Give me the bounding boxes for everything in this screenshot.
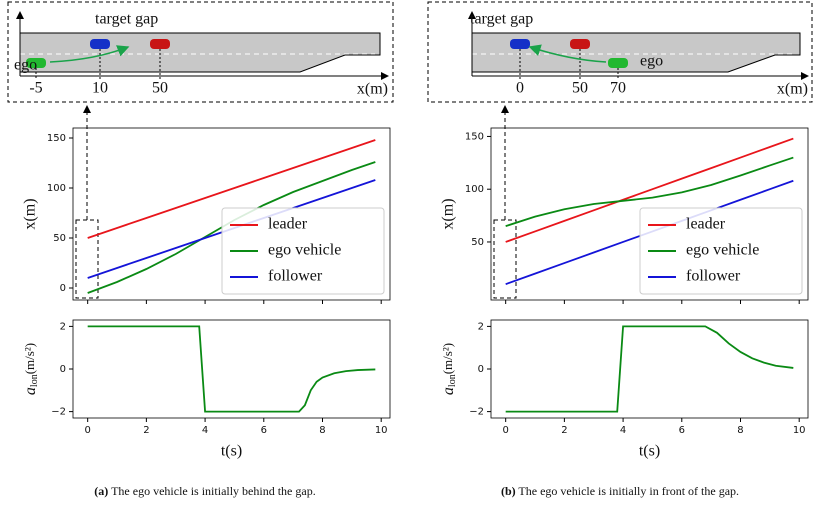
position-label: 0 bbox=[516, 80, 524, 97]
car-follower bbox=[90, 39, 110, 49]
position-label: -5 bbox=[29, 80, 42, 97]
x-tick-label: 6 bbox=[679, 425, 685, 436]
road bbox=[471, 32, 801, 73]
lane-change-arrow bbox=[49, 45, 130, 63]
y-tick-label: 2 bbox=[60, 321, 66, 332]
ego-label: ego bbox=[640, 53, 663, 70]
y-axis-label: alon(m/s²) bbox=[440, 343, 459, 395]
x-axis-label: t(s) bbox=[221, 443, 242, 460]
caption: (b) The ego vehicle is initially in fron… bbox=[501, 484, 739, 498]
y-label-main: a bbox=[440, 387, 457, 395]
x-axis-label: t(s) bbox=[639, 443, 660, 460]
y-axis-label: x(m) bbox=[22, 198, 39, 229]
gap-label: target gap bbox=[470, 11, 533, 28]
y-tick-label: 50 bbox=[53, 233, 66, 244]
inset-frame bbox=[427, 1, 813, 103]
y-tick-label: 0 bbox=[478, 364, 484, 375]
position-label: 50 bbox=[152, 80, 168, 97]
legend-label: ego vehicle bbox=[686, 242, 759, 259]
x-tick-label: 2 bbox=[143, 425, 149, 436]
inset-frame bbox=[7, 1, 394, 103]
position-label: 10 bbox=[92, 80, 108, 97]
legend-label: leader bbox=[268, 216, 308, 233]
x-tick-label: 6 bbox=[261, 425, 267, 436]
x-tick-label: 10 bbox=[793, 425, 806, 436]
legend-label: follower bbox=[268, 268, 323, 285]
car-leader bbox=[570, 39, 590, 49]
caption-tag: (a) bbox=[94, 484, 108, 498]
axes-frame bbox=[72, 127, 391, 301]
y-label-unit: (m/s²) bbox=[22, 343, 37, 374]
ego-label: ego bbox=[14, 57, 37, 74]
y-tick-label: 50 bbox=[471, 237, 484, 248]
axis-label: x(m) bbox=[777, 81, 808, 98]
caption-text: The ego vehicle is initially in front of… bbox=[518, 484, 739, 498]
axes-frame bbox=[490, 319, 809, 419]
caption-text: The ego vehicle is initially behind the … bbox=[111, 484, 316, 498]
y-label-unit: (m/s²) bbox=[440, 343, 455, 374]
x-tick-label: 2 bbox=[561, 425, 567, 436]
y-tick-label: 150 bbox=[47, 133, 66, 144]
car-leader bbox=[150, 39, 170, 49]
y-axis-label: alon(m/s²) bbox=[22, 343, 41, 395]
x-tick-label: 10 bbox=[375, 425, 388, 436]
road-diagram: target gap ego -5 10 50 x(m) bbox=[7, 1, 394, 103]
y-tick-label: −2 bbox=[51, 407, 66, 418]
y-tick-label: 0 bbox=[60, 364, 66, 375]
data-line bbox=[505, 325, 794, 413]
y-tick-label: 100 bbox=[465, 184, 484, 195]
legend-label: ego vehicle bbox=[268, 242, 341, 259]
legend-label: follower bbox=[686, 268, 741, 285]
gap-label: target gap bbox=[95, 11, 158, 28]
caption: (a) The ego vehicle is initially behind … bbox=[94, 484, 315, 498]
data-line bbox=[505, 156, 794, 227]
data-line bbox=[505, 137, 794, 243]
y-tick-label: 0 bbox=[60, 283, 66, 294]
zoom-box bbox=[493, 219, 517, 299]
car-ego bbox=[26, 58, 46, 68]
x-tick-label: 0 bbox=[502, 425, 508, 436]
x-tick-label: 4 bbox=[202, 425, 208, 436]
y-tick-label: 100 bbox=[47, 183, 66, 194]
y-label-sub: lon bbox=[29, 374, 40, 387]
x-tick-label: 8 bbox=[319, 425, 325, 436]
position-label: 50 bbox=[572, 80, 588, 97]
legend-frame bbox=[639, 207, 803, 295]
road-diagram: target gap ego 0 50 70 x(m) bbox=[427, 1, 813, 103]
data-line bbox=[87, 139, 376, 239]
axis-label: x(m) bbox=[357, 81, 388, 98]
x-tick-label: 8 bbox=[737, 425, 743, 436]
x-tick-label: 0 bbox=[84, 425, 90, 436]
caption-tag: (b) bbox=[501, 484, 516, 498]
legend-frame bbox=[221, 207, 385, 295]
position-label: 70 bbox=[610, 80, 626, 97]
axes-frame bbox=[490, 127, 809, 301]
car-follower bbox=[510, 39, 530, 49]
data-line bbox=[87, 325, 376, 413]
legend-label: leader bbox=[686, 216, 726, 233]
car-ego bbox=[608, 58, 628, 68]
lane-change-arrow bbox=[528, 44, 607, 63]
x-tick-label: 4 bbox=[620, 425, 626, 436]
y-label-sub: lon bbox=[447, 374, 458, 387]
zoom-box bbox=[75, 219, 99, 299]
y-tick-label: 2 bbox=[478, 321, 484, 332]
y-label-main: a bbox=[22, 387, 39, 395]
axes-frame bbox=[72, 319, 391, 419]
y-tick-label: −2 bbox=[469, 407, 484, 418]
road bbox=[19, 32, 381, 73]
y-tick-label: 150 bbox=[465, 131, 484, 142]
y-axis-label: x(m) bbox=[440, 198, 457, 229]
